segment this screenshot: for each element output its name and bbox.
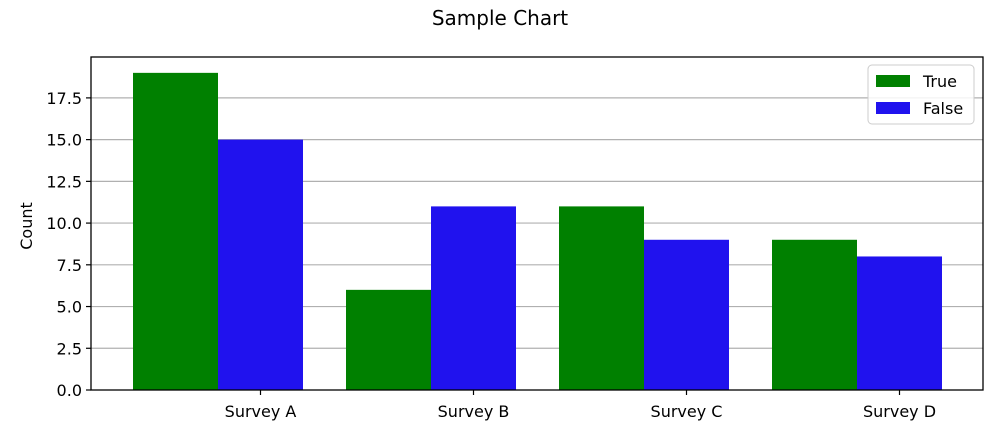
bar-true-survey-a: [133, 72, 218, 390]
bar-false-survey-d: [857, 256, 942, 390]
x-tick-label: Survey A: [225, 402, 297, 421]
chart-title: Sample Chart: [432, 6, 568, 30]
legend-label-false: False: [923, 99, 963, 118]
bar-true-survey-d: [772, 239, 857, 390]
y-tick-label: 10.0: [46, 214, 82, 233]
y-tick-label: 17.5: [46, 89, 82, 108]
bar-true-survey-b: [346, 289, 431, 390]
x-tick-label: Survey B: [438, 402, 510, 421]
legend: True False: [867, 64, 975, 125]
legend-swatch-false: [876, 102, 910, 114]
x-tick-label: Survey C: [651, 402, 723, 421]
legend-swatch-true: [876, 75, 910, 87]
y-axis-ticks: 0.0 2.5 5.0 7.5 10.0 12.5 15.0 17.5: [46, 89, 91, 400]
y-tick-label: 0.0: [57, 381, 82, 400]
bar-true-survey-c: [559, 206, 644, 390]
y-tick-label: 12.5: [46, 172, 82, 191]
bars: [133, 72, 942, 390]
bar-false-survey-a: [218, 139, 303, 390]
y-tick-label: 2.5: [57, 339, 82, 358]
bar-false-survey-c: [644, 239, 729, 390]
y-tick-label: 15.0: [46, 131, 82, 150]
x-tick-label: Survey D: [863, 402, 936, 421]
y-axis-label: Count: [17, 202, 36, 250]
bar-false-survey-b: [431, 206, 516, 390]
legend-label-true: True: [922, 72, 957, 91]
x-axis-ticks: Survey A Survey B Survey C Survey D: [225, 390, 936, 421]
y-tick-label: 7.5: [57, 256, 82, 275]
y-tick-label: 5.0: [57, 298, 82, 317]
